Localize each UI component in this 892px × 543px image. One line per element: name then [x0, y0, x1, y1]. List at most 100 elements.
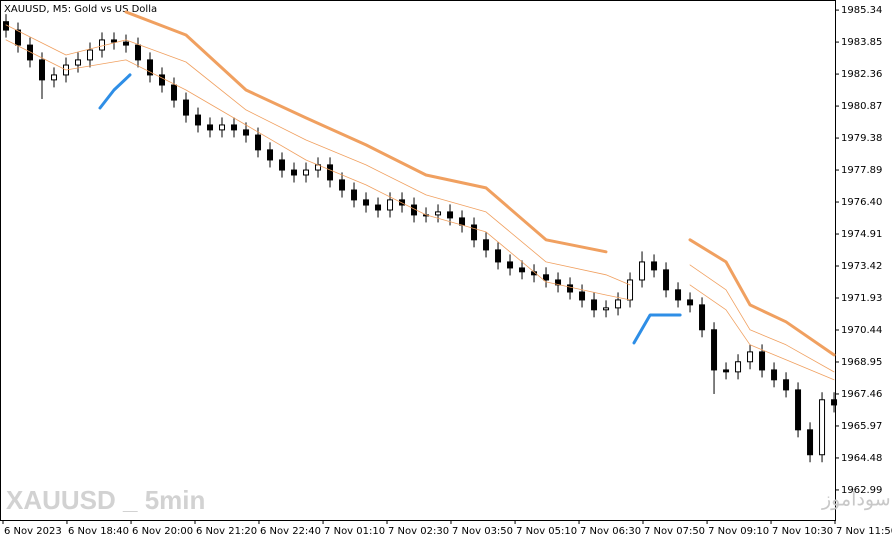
candle-body — [495, 249, 502, 263]
candle-body — [387, 199, 394, 211]
candle-body — [183, 99, 190, 116]
band-line — [124, 10, 836, 357]
candle-body — [435, 211, 442, 216]
x-tick-label: 7 Nov 03:50 — [452, 526, 513, 537]
candle-body — [807, 429, 814, 456]
y-tick-label: 1980.87 — [841, 101, 882, 112]
candle-body — [279, 159, 286, 171]
candle-body — [39, 59, 46, 81]
candle-body — [135, 44, 142, 61]
band-line — [98, 73, 682, 345]
candle-body — [831, 399, 838, 406]
candle-body — [603, 307, 610, 311]
band-line — [5, 24, 835, 373]
candle-body — [615, 299, 622, 309]
x-tick-label: 7 Nov 07:50 — [644, 526, 705, 537]
candle-body — [15, 29, 22, 46]
candle-body — [291, 169, 298, 176]
candle-body — [99, 39, 106, 51]
candle-body — [111, 39, 118, 43]
candle-body — [819, 399, 826, 456]
candle-body — [783, 379, 790, 391]
candle-body — [267, 149, 274, 161]
candle-body — [663, 269, 670, 291]
candle-body — [639, 261, 646, 281]
chart-title: XAUUSD, M5: Gold vs US Dolla — [4, 4, 157, 15]
x-tick-label: 7 Nov 10:30 — [772, 526, 833, 537]
candle-body — [147, 59, 154, 76]
x-tick-label: 7 Nov 05:10 — [516, 526, 577, 537]
candle-body — [747, 351, 754, 363]
watermark: XAUUSD _ 5min — [6, 485, 205, 515]
candle-body — [27, 44, 34, 61]
y-tick-label: 1968.95 — [841, 357, 882, 368]
y-tick-label: 1985.34 — [841, 5, 882, 16]
candle-body — [51, 74, 58, 81]
candle-body — [759, 351, 766, 371]
candle-body — [195, 114, 202, 126]
candle-body — [75, 59, 82, 66]
candle-body — [339, 179, 346, 191]
candle-body — [483, 239, 490, 251]
y-tick-label: 1977.89 — [841, 165, 882, 176]
candle-body — [711, 329, 718, 371]
candle-body — [471, 224, 478, 241]
candle-body — [255, 134, 262, 151]
x-tick-label: 7 Nov 01:10 — [324, 526, 385, 537]
candle-body — [171, 84, 178, 101]
candle-body — [735, 361, 742, 373]
candle-body — [87, 49, 94, 61]
candle-body — [303, 169, 310, 176]
plot-frame — [0, 0, 836, 521]
y-tick-label: 1976.40 — [841, 197, 882, 208]
y-tick-label: 1974.91 — [841, 229, 882, 240]
candle-body — [207, 124, 214, 131]
x-tick-label: 6 Nov 2023 — [4, 526, 62, 537]
candle-body — [459, 217, 466, 226]
candle-body — [579, 291, 586, 301]
candle-body — [627, 279, 634, 301]
candle-body — [447, 211, 454, 219]
band-line — [5, 39, 835, 381]
x-tick-label: 6 Nov 20:00 — [132, 526, 193, 537]
candle-body — [363, 199, 370, 206]
x-tick-label: 6 Nov 21:20 — [196, 526, 257, 537]
candle-body — [651, 261, 658, 271]
y-tick-label: 1973.42 — [841, 261, 882, 272]
x-tick-label: 7 Nov 02:30 — [388, 526, 449, 537]
candle-body — [675, 289, 682, 301]
candle-body — [123, 41, 130, 46]
y-tick-label: 1971.93 — [841, 293, 882, 304]
y-tick-label: 1967.46 — [841, 389, 882, 400]
candle-body — [795, 389, 802, 431]
candle-body — [219, 124, 226, 131]
candle-body — [687, 299, 694, 306]
y-tick-label: 1983.85 — [841, 37, 882, 48]
candle-body — [159, 74, 166, 86]
x-tick-label: 6 Nov 18:40 — [68, 526, 129, 537]
x-tick-label: 6 Nov 22:40 — [260, 526, 321, 537]
x-tick-label: 7 Nov 09:10 — [708, 526, 769, 537]
candle-body — [351, 189, 358, 201]
candle-body — [399, 199, 406, 206]
candle-body — [231, 124, 238, 131]
candle-body — [723, 369, 730, 373]
candle-body — [771, 369, 778, 381]
candle-body — [375, 204, 382, 211]
y-tick-label: 1970.44 — [841, 325, 882, 336]
x-tick-label: 7 Nov 11:50 — [836, 526, 892, 537]
candle-body — [243, 129, 250, 136]
candle-body — [507, 261, 514, 269]
candle-body — [543, 274, 550, 281]
candle-body — [591, 299, 598, 311]
watermark-fa: انتشار در سایت سودآموز — [821, 487, 892, 511]
candle-body — [699, 304, 706, 331]
y-tick-label: 1965.97 — [841, 421, 882, 432]
y-tick-label: 1979.38 — [841, 133, 882, 144]
y-tick-label: 1962.99 — [841, 485, 882, 496]
y-tick-label: 1964.48 — [841, 453, 882, 464]
candle-body — [327, 164, 334, 181]
candle-body — [519, 267, 526, 273]
candle-body — [567, 284, 574, 293]
